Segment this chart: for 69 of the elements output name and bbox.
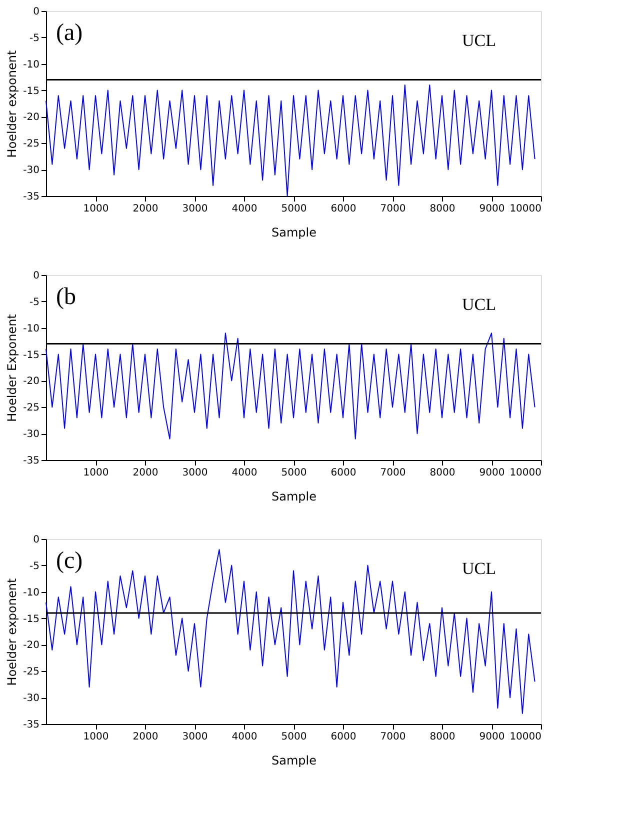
x-tick-label: 10000	[510, 204, 542, 214]
y-tick-label: -10	[23, 59, 40, 70]
y-axis-title: Hoelder exponent	[5, 50, 20, 158]
ref-line-label: UCL	[462, 559, 496, 578]
y-tick-label: -5	[30, 32, 40, 44]
y-tick-label: -15	[23, 350, 40, 361]
y-tick-label: -5	[30, 560, 40, 572]
x-tick-label: 6000	[330, 732, 356, 742]
line-series	[46, 332, 536, 440]
y-tick-label: -5	[30, 296, 40, 308]
y-tick-label: -10	[23, 323, 40, 334]
x-tick-label: 3000	[182, 204, 208, 214]
x-tick-label: 8000	[430, 468, 456, 478]
annotation: (a)	[56, 20, 83, 46]
x-tick-label: 5000	[281, 468, 307, 478]
x-axis-title: Sample	[272, 490, 316, 504]
x-tick-label: 4000	[232, 204, 258, 214]
x-tick-label: 3000	[182, 732, 208, 742]
y-tick-label: -10	[23, 587, 40, 598]
y-tick-label: -30	[23, 693, 40, 704]
x-tick-label: 1000	[83, 204, 109, 214]
x-tick-label: 4000	[232, 468, 258, 478]
x-tick-label: 9000	[479, 204, 505, 214]
x-axis-title: Sample	[272, 226, 316, 240]
y-tick-label: -15	[23, 86, 40, 97]
x-tick-label: 1000	[83, 468, 109, 478]
x-tick-label: 5000	[281, 204, 307, 214]
line-series	[46, 549, 536, 714]
y-tick-label: -35	[23, 456, 40, 466]
y-tick-label: -20	[23, 376, 40, 388]
y-axis-title: Hoelder Exponent	[5, 314, 20, 422]
y-tick-label: -35	[23, 192, 40, 202]
y-axis-title: Hoelder exponent	[5, 578, 20, 686]
x-tick-label: 9000	[479, 468, 505, 478]
y-tick-label: -25	[23, 666, 40, 678]
x-tick-label: 8000	[430, 732, 456, 742]
x-tick-label: 3000	[182, 468, 208, 478]
x-tick-label: 6000	[330, 468, 356, 478]
y-tick-label: -25	[23, 138, 40, 150]
x-tick-label: 2000	[132, 468, 158, 478]
x-tick-label: 1000	[83, 732, 109, 742]
y-tick-label: 0	[33, 6, 40, 18]
x-axis-title: Sample	[272, 754, 316, 768]
x-tick-label: 8000	[430, 204, 456, 214]
y-tick-label: -15	[23, 614, 40, 625]
x-tick-label: 5000	[281, 732, 307, 742]
x-tick-label: 4000	[232, 732, 258, 742]
x-tick-label: 9000	[479, 732, 505, 742]
annotation: (b	[56, 284, 76, 310]
y-tick-label: -20	[23, 640, 40, 652]
ref-line-label: UCL	[462, 295, 496, 314]
y-tick-label: -30	[23, 429, 40, 440]
x-tick-label: 7000	[380, 732, 406, 742]
y-tick-label: 0	[33, 270, 40, 282]
y-tick-label: -25	[23, 402, 40, 414]
y-tick-label: 0	[33, 534, 40, 546]
x-tick-label: 10000	[510, 732, 542, 742]
x-tick-label: 2000	[132, 732, 158, 742]
x-tick-label: 7000	[380, 468, 406, 478]
ref-line-label: UCL	[462, 31, 496, 50]
x-tick-label: 10000	[510, 468, 542, 478]
x-tick-label: 2000	[132, 204, 158, 214]
annotation: (c)	[56, 548, 83, 574]
x-tick-label: 6000	[330, 204, 356, 214]
y-tick-label: -35	[23, 720, 40, 730]
line-series	[46, 84, 536, 196]
x-tick-label: 7000	[380, 204, 406, 214]
y-tick-label: -30	[23, 165, 40, 176]
y-tick-label: -20	[23, 112, 40, 124]
